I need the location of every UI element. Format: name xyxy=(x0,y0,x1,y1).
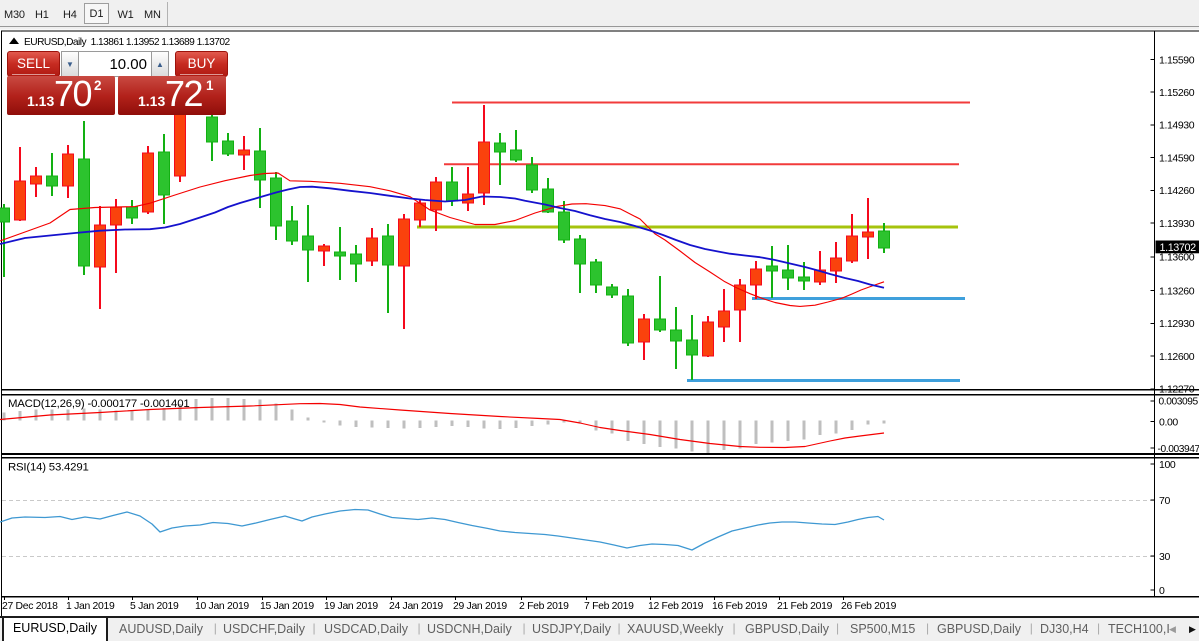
svg-text:1.13702: 1.13702 xyxy=(1160,242,1197,254)
svg-text:1.13260: 1.13260 xyxy=(1159,285,1195,297)
svg-text:27 Dec 2018: 27 Dec 2018 xyxy=(2,601,58,612)
svg-text:10 Jan 2019: 10 Jan 2019 xyxy=(195,601,249,612)
svg-text:1.14260: 1.14260 xyxy=(1159,185,1195,197)
svg-text:29 Jan 2019: 29 Jan 2019 xyxy=(453,601,507,612)
svg-text:1.15590: 1.15590 xyxy=(1159,54,1195,66)
svg-text:1.14930: 1.14930 xyxy=(1159,120,1195,132)
svg-text:1.12930: 1.12930 xyxy=(1159,318,1195,330)
svg-text:0: 0 xyxy=(1159,585,1165,597)
svg-text:-0.003947: -0.003947 xyxy=(1158,444,1199,455)
svg-text:2 Feb 2019: 2 Feb 2019 xyxy=(519,601,569,612)
svg-text:EURUSD,Daily 1.13861 1.13952: EURUSD,Daily 1.13861 1.13952 1.13689 1.1… xyxy=(24,37,231,48)
svg-text:1.12270: 1.12270 xyxy=(1159,384,1195,396)
svg-text:1.15260: 1.15260 xyxy=(1159,87,1195,99)
svg-text:26 Feb 2019: 26 Feb 2019 xyxy=(841,601,897,612)
svg-text:5 Jan 2019: 5 Jan 2019 xyxy=(130,601,179,612)
svg-text:1.13600: 1.13600 xyxy=(1159,252,1195,264)
svg-text:1.13930: 1.13930 xyxy=(1159,218,1195,230)
svg-text:19 Jan 2019: 19 Jan 2019 xyxy=(324,601,378,612)
svg-text:21 Feb 2019: 21 Feb 2019 xyxy=(777,601,833,612)
svg-text:1.14590: 1.14590 xyxy=(1159,153,1195,165)
svg-text:0.00: 0.00 xyxy=(1159,416,1178,428)
svg-text:RSI(14) 53.4291: RSI(14) 53.4291 xyxy=(8,462,89,474)
svg-text:24 Jan 2019: 24 Jan 2019 xyxy=(389,601,443,612)
svg-text:MACD(12,26,9) -0.000177 -0.001: MACD(12,26,9) -0.000177 -0.001401 xyxy=(8,398,189,410)
svg-text:1 Jan 2019: 1 Jan 2019 xyxy=(66,601,115,612)
svg-text:100: 100 xyxy=(1159,459,1176,471)
svg-text:0.003095: 0.003095 xyxy=(1159,397,1199,408)
svg-text:7 Feb 2019: 7 Feb 2019 xyxy=(584,601,634,612)
svg-text:30: 30 xyxy=(1159,551,1170,563)
svg-text:1.12600: 1.12600 xyxy=(1159,351,1195,363)
svg-text:12 Feb 2019: 12 Feb 2019 xyxy=(648,601,704,612)
svg-text:16 Feb 2019: 16 Feb 2019 xyxy=(712,601,768,612)
svg-text:70: 70 xyxy=(1159,495,1170,507)
svg-text:15 Jan 2019: 15 Jan 2019 xyxy=(260,601,314,612)
